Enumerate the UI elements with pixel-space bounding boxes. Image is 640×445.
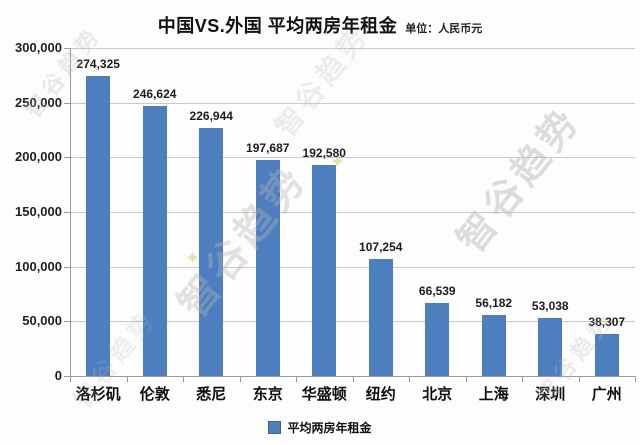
bar-slot: 274,325 <box>70 48 127 376</box>
x-category-label: 伦敦 <box>139 386 170 403</box>
bar-slot: 197,687 <box>240 48 297 376</box>
y-tick-label: 100,000 <box>15 258 62 274</box>
x-tick-mark <box>635 377 636 382</box>
x-tick-mark <box>296 377 297 382</box>
bar-value-label: 107,254 <box>359 239 403 254</box>
x-tick-mark <box>465 377 467 382</box>
y-tick-mark <box>64 266 70 268</box>
x-axis-labels: 洛杉矶 伦敦 悉尼 东京 华盛顿 纽约 北京 上海 深圳 广州 <box>70 383 635 404</box>
x-category-label: 纽约 <box>365 386 396 403</box>
bar-3 <box>255 159 280 376</box>
bar-9 <box>594 334 619 376</box>
y-tick-label: 150,000 <box>15 204 62 219</box>
bar-series: 274,325 246,624 226,944 197,687 192,580 107,2… <box>70 48 635 376</box>
bar-slot: 66,539 <box>409 48 466 376</box>
y-tick-mark <box>64 376 70 377</box>
gridline <box>70 157 635 159</box>
chart-unit-label: 单位：人民币元 <box>405 23 483 35</box>
bar-1 <box>142 106 167 376</box>
bar-6 <box>425 303 450 376</box>
x-category-label: 悉尼 <box>196 386 227 403</box>
bar-value-label: 192,580 <box>302 146 346 161</box>
bar-slot: 53,038 <box>522 48 579 376</box>
y-tick-label: 200,000 <box>15 149 62 165</box>
bar-value-label: 56,182 <box>475 295 513 310</box>
bar-value-label: 38,307 <box>588 315 626 330</box>
x-category-label: 华盛顿 <box>301 386 347 403</box>
bar-slot: 56,182 <box>466 48 523 376</box>
bar-slot: 226,944 <box>183 48 240 376</box>
gridline <box>70 212 635 213</box>
x-tick-mark <box>578 377 580 382</box>
x-tick-mark <box>352 377 354 382</box>
bar-value-label: 66,539 <box>418 284 456 299</box>
bar-value-label: 197,687 <box>246 140 290 155</box>
x-tick-mark <box>183 377 184 382</box>
chart-title-row: 中国VS.外国 平均两房年租金 单位：人民币元 <box>0 12 640 38</box>
x-tick-mark <box>239 377 241 382</box>
legend: 平均两房年租金 <box>0 419 640 436</box>
y-tick-mark <box>64 321 70 323</box>
x-category-label: 上海 <box>478 386 509 403</box>
y-axis-line <box>70 48 71 377</box>
x-tick-mark <box>126 377 128 382</box>
x-category-label: 广州 <box>591 386 622 403</box>
gridline <box>70 48 635 49</box>
y-tick-mark <box>64 157 70 159</box>
bar-slot: 38,307 <box>579 48 636 376</box>
y-tick-label: 250,000 <box>15 94 62 110</box>
x-category-label: 洛杉矶 <box>75 386 121 403</box>
bar-5 <box>368 258 393 376</box>
bar-4 <box>312 165 337 376</box>
y-tick-label: 300,000 <box>15 40 62 55</box>
bar-slot: 246,624 <box>127 48 184 376</box>
x-tick-mark <box>409 377 410 382</box>
legend-swatch-icon <box>268 421 282 434</box>
gridline <box>70 321 635 323</box>
bar-7 <box>481 314 506 376</box>
x-category-label: 北京 <box>422 386 453 403</box>
gridline <box>70 266 635 268</box>
x-category-label: 东京 <box>252 386 283 403</box>
bar-0 <box>86 76 111 376</box>
y-tick-mark <box>64 102 70 104</box>
bar-value-label: 246,624 <box>133 87 177 102</box>
x-category-label: 深圳 <box>535 386 566 403</box>
gridline <box>70 102 635 104</box>
bar-slot: 107,254 <box>353 48 410 376</box>
plot-area: 274,325 246,624 226,944 197,687 192,580 107,2… <box>70 48 635 376</box>
bar-8 <box>538 318 563 376</box>
legend-label: 平均两房年租金 <box>287 421 372 435</box>
y-tick-label: 50,000 <box>22 313 62 329</box>
bar-2 <box>199 127 224 376</box>
y-tick-mark <box>64 212 70 213</box>
bar-value-label: 274,325 <box>76 57 120 72</box>
x-axis-line <box>70 376 636 377</box>
bar-slot: 192,580 <box>296 48 353 376</box>
y-tick-mark <box>64 48 70 49</box>
x-tick-mark <box>522 377 523 382</box>
x-tick-mark <box>70 377 71 382</box>
y-tick-label: 0 <box>54 368 62 383</box>
bar-value-label: 226,944 <box>189 108 233 123</box>
bar-value-label: 53,038 <box>531 299 569 314</box>
chart-title: 中国VS.外国 平均两房年租金 <box>157 16 398 36</box>
